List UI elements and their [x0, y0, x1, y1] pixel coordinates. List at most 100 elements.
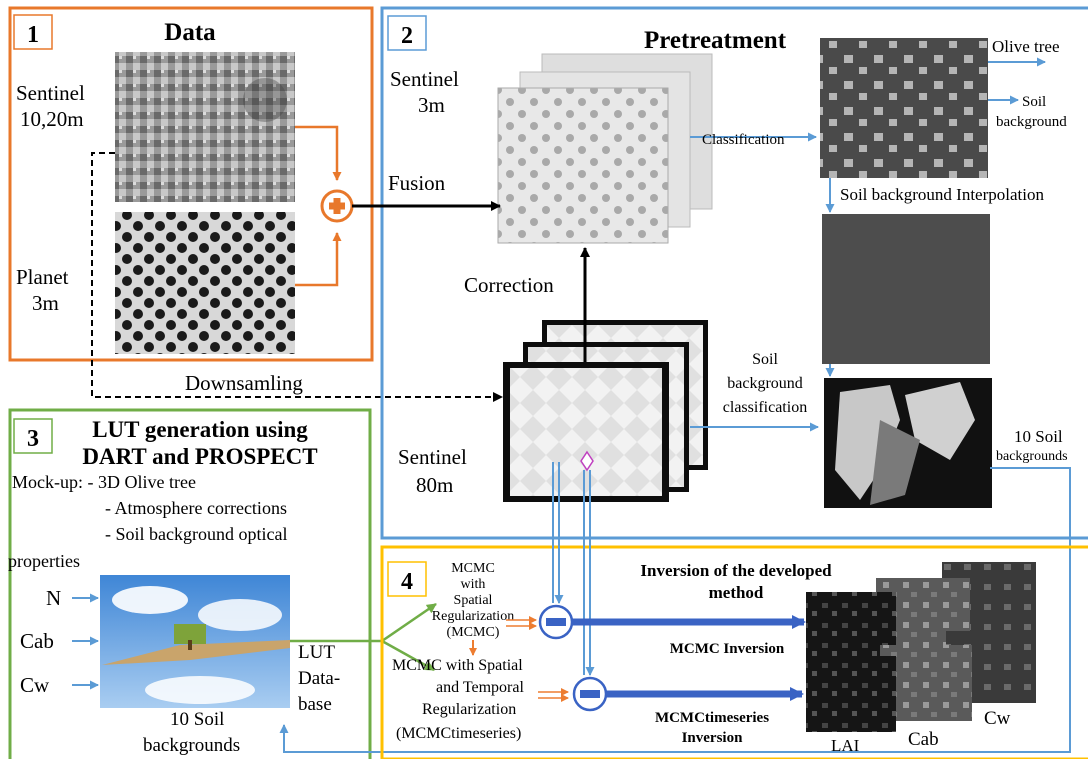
lut-db-line1: LUT [298, 642, 335, 663]
mcmcts-method-line4: (MCMCtimeseries) [396, 725, 521, 742]
mcmc-method-line4: Regularization [432, 609, 514, 624]
mcmc-method-line5: (MCMC) [447, 625, 500, 640]
sentinel-to-fusion-arrow [295, 125, 342, 181]
soil-background-label-line1: Soil [1022, 94, 1046, 110]
sentinel-80m-label-line2: 80m [416, 473, 453, 497]
soil-bg-classification-line1: Soil [752, 351, 778, 368]
mcmcts-method-line2: and Temporal [436, 679, 524, 696]
sentinel-1020-label-line1: Sentinel [16, 81, 85, 105]
output-lai-label: LAI [831, 736, 860, 755]
soil-bg-classification-line3: classification [723, 399, 807, 416]
mcmcts-method-line1: MCMC with Spatial [392, 657, 523, 674]
panel-inversion: 4 Inversion of the developed method MCMC… [380, 450, 1088, 759]
mockup-line2: - Atmosphere corrections [105, 498, 287, 518]
mcmc-method-line3: Spatial [454, 593, 493, 608]
output-cab-label: Cab [908, 729, 939, 750]
interpolated-soil-image [822, 214, 990, 364]
soil-interpolation-label: Soil background Interpolation [840, 185, 1044, 204]
lut-ten-soil-line1: 10 Soil [170, 709, 224, 730]
mockup-line1: Mock-up: - 3D Olive tree [12, 472, 196, 492]
classification-image [820, 38, 988, 178]
sentinel-80m-image-stack [503, 320, 708, 502]
lut-to-mcmcts-arrow [381, 639, 435, 672]
dart-scene-image [100, 575, 290, 708]
panel-lut-title-line1: LUT generation using [92, 417, 308, 442]
classification-label: Classification [702, 132, 785, 148]
mcmcts-inversion-line1: MCMCtimeseries [655, 710, 769, 726]
planet-image [115, 212, 295, 354]
downsampling-dashed-arrow [91, 152, 503, 402]
dart-scene-cloud-2 [198, 599, 282, 631]
fusion-label: Fusion [388, 171, 446, 195]
panel-lut-border [8, 408, 372, 759]
diamond-marker-icon [580, 450, 594, 472]
panel-data-number: 1 [27, 22, 39, 48]
soil-classes-image [824, 378, 992, 508]
planet-to-fusion-arrow [295, 232, 342, 287]
panel-pretreatment-number: 2 [401, 23, 413, 49]
correction-label: Correction [464, 273, 554, 297]
soil-class-region-b [905, 382, 975, 460]
soil-backgrounds-feedback-arrow [279, 467, 1071, 753]
lut-db-line2: Data- [298, 668, 340, 689]
mcmc-inversion-label: MCMC Inversion [670, 641, 785, 657]
panel-data-border [8, 6, 374, 362]
downsampling-label: Downsamling [185, 371, 303, 395]
panel-lut-title-line2: DART and PROSPECT [82, 444, 317, 469]
mockup-line4: properties [8, 551, 80, 571]
input-cab-label: Cab [20, 629, 54, 653]
output-cw-label: Cw [984, 708, 1011, 729]
input-n-label: N [46, 586, 61, 610]
mcmc-method-line1: MCMC [451, 561, 495, 576]
input-cw-label: Cw [20, 673, 50, 697]
sentinel-1020-image-shade [243, 78, 287, 122]
panel-lut: 3 LUT generation using DART and PROSPECT… [8, 408, 437, 759]
dart-scene-olive-trunk [188, 640, 192, 650]
soil-bg-classification-line2: background [727, 375, 803, 392]
sentinel-3m-label-line2: 3m [418, 93, 445, 117]
soil-background-label-line2: background [996, 114, 1067, 130]
mcmcts-output-map-lai [806, 656, 896, 732]
lut-ten-soil-line2: backgrounds [143, 735, 240, 756]
panel-pretreatment-title: Pretreatment [644, 27, 787, 54]
dart-scene-soil [102, 640, 290, 665]
dart-scene-olive-tree [174, 624, 206, 644]
ten-soil-backgrounds-line1: 10 Soil [1014, 427, 1063, 446]
mcmcts-inversion-line2: Inversion [682, 730, 744, 746]
panel-inversion-number: 4 [401, 569, 413, 595]
sentinel-1020-image [115, 52, 295, 202]
mockup-line3: - Soil background optical [105, 524, 287, 544]
panel-lut-number-box [13, 418, 53, 454]
mcmcts-method-line3: Regularization [422, 701, 516, 718]
panel-inversion-border [380, 545, 1088, 759]
panel-pretreatment-border [380, 6, 1088, 540]
inversion-title-line2: method [709, 583, 764, 602]
panel-data-number-box [13, 14, 53, 50]
panel-data: 1 Data Sentinel 10,20m Planet 3m [8, 6, 374, 362]
dart-scene-cloud-1 [112, 586, 188, 614]
planet-label-line2: 3m [32, 291, 59, 315]
mcmc-method-line2: with [461, 577, 486, 592]
inversion-title-line1: Inversion of the developed [640, 561, 832, 580]
panel-data-title: Data [164, 19, 216, 46]
mcmcts-output-maps [806, 631, 1036, 732]
ten-soil-backgrounds-line2: backgrounds [996, 449, 1068, 464]
minus-circle-icon [538, 604, 574, 640]
sentinel-1020-label-line2: 10,20m [20, 107, 84, 131]
dart-scene-cloud-3 [145, 676, 255, 704]
panel-pretreatment: 2 Pretreatment Sentinel 3m Fusion Classi… [352, 6, 1088, 540]
sentinel-80m-image-front-fill [510, 368, 662, 496]
sentinel-80m-label-line1: Sentinel [398, 445, 467, 469]
panel-inversion-number-box [387, 561, 427, 597]
olive-tree-label: Olive tree [992, 37, 1060, 56]
minus-circle-icon-2 [572, 676, 608, 712]
soil-class-region-c [870, 420, 920, 505]
sentinel-3m-label-line1: Sentinel [390, 67, 459, 91]
fused-image-stack [497, 53, 713, 244]
panel-lut-number: 3 [27, 426, 39, 452]
fused-image-front [497, 87, 669, 244]
panel-pretreatment-number-box [387, 15, 427, 51]
lut-db-line3: base [298, 694, 332, 715]
soil-class-region-a [835, 385, 900, 500]
